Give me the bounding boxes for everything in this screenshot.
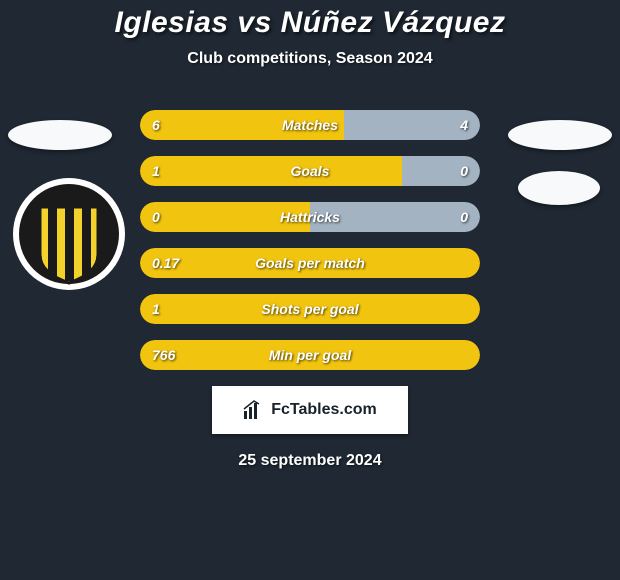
subtitle: Club competitions, Season 2024 (0, 50, 620, 68)
bar-right-value: 4 (460, 110, 468, 140)
stat-row: 00Hattricks (0, 202, 620, 232)
date: 25 september 2024 (0, 452, 620, 470)
bar-left-value: 1 (152, 294, 160, 324)
page-title: Iglesias vs Núñez Vázquez (0, 6, 620, 40)
stat-row: 766Min per goal (0, 340, 620, 370)
bar-right-value: 0 (460, 202, 468, 232)
bar-left-value: 6 (152, 110, 160, 140)
chart-icon (243, 399, 265, 421)
bar-left-value: 766 (152, 340, 175, 370)
brand-box[interactable]: FcTables.com (212, 386, 408, 434)
bar-left-fill (140, 340, 480, 370)
bar-left-value: 0.17 (152, 248, 179, 278)
stat-bar: 10Goals (140, 156, 480, 186)
bar-left-fill (140, 202, 310, 232)
bar-left-value: 1 (152, 156, 160, 186)
bar-left-fill (140, 156, 402, 186)
bar-left-fill (140, 110, 344, 140)
stat-bar: 64Matches (140, 110, 480, 140)
bar-right-value: 0 (460, 156, 468, 186)
stat-bar: 00Hattricks (140, 202, 480, 232)
bar-left-fill (140, 248, 480, 278)
bar-right-fill (402, 156, 480, 186)
stat-row: 64Matches (0, 110, 620, 140)
stat-bar: 766Min per goal (140, 340, 480, 370)
brand-text: FcTables.com (271, 401, 377, 419)
bar-left-value: 0 (152, 202, 160, 232)
stat-bar: 1Shots per goal (140, 294, 480, 324)
bar-left-fill (140, 294, 480, 324)
stat-bar: 0.17Goals per match (140, 248, 480, 278)
stat-row: 10Goals (0, 156, 620, 186)
stat-row: 0.17Goals per match (0, 248, 620, 278)
bar-right-fill (310, 202, 480, 232)
stat-row: 1Shots per goal (0, 294, 620, 324)
